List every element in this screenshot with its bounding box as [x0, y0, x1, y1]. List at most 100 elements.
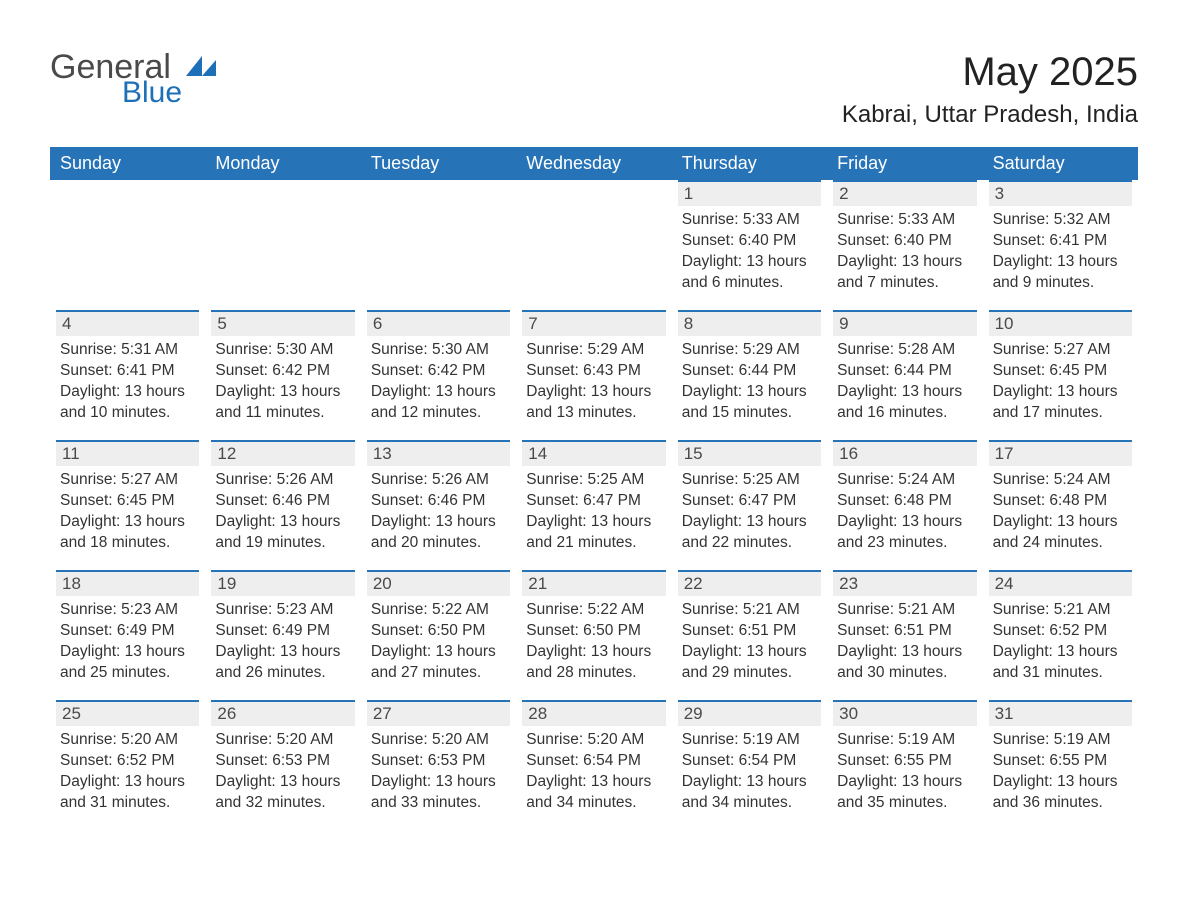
day-cell: 11Sunrise: 5:27 AMSunset: 6:45 PMDayligh…: [50, 440, 205, 558]
brand-word-2: Blue: [122, 78, 182, 108]
weekday-header: Saturday: [983, 147, 1138, 180]
daylight-text: and 21 minutes.: [526, 533, 661, 554]
daylight-text: Daylight: 13 hours: [993, 252, 1128, 273]
day-info: Sunrise: 5:19 AMSunset: 6:54 PMDaylight:…: [678, 726, 821, 814]
daylight-text: and 11 minutes.: [215, 403, 350, 424]
daylight-text: and 9 minutes.: [993, 273, 1128, 294]
day-number: 24: [989, 570, 1132, 596]
day-number: 7: [522, 310, 665, 336]
weekday-header: Monday: [205, 147, 360, 180]
day-info: Sunrise: 5:24 AMSunset: 6:48 PMDaylight:…: [833, 466, 976, 554]
sunrise-text: Sunrise: 5:21 AM: [837, 600, 972, 621]
day-number: 8: [678, 310, 821, 336]
sunrise-text: Sunrise: 5:28 AM: [837, 340, 972, 361]
sunset-text: Sunset: 6:51 PM: [837, 621, 972, 642]
day-info: Sunrise: 5:20 AMSunset: 6:53 PMDaylight:…: [211, 726, 354, 814]
day-cell: 17Sunrise: 5:24 AMSunset: 6:48 PMDayligh…: [983, 440, 1138, 558]
daylight-text: and 35 minutes.: [837, 793, 972, 814]
sunrise-text: Sunrise: 5:27 AM: [993, 340, 1128, 361]
sunset-text: Sunset: 6:47 PM: [526, 491, 661, 512]
daylight-text: and 19 minutes.: [215, 533, 350, 554]
day-cell: 16Sunrise: 5:24 AMSunset: 6:48 PMDayligh…: [827, 440, 982, 558]
day-number: 4: [56, 310, 199, 336]
top-row: General Blue May 2025 Kabrai, Uttar Prad…: [50, 50, 1138, 129]
day-info: Sunrise: 5:32 AMSunset: 6:41 PMDaylight:…: [989, 206, 1132, 294]
day-cell: 15Sunrise: 5:25 AMSunset: 6:47 PMDayligh…: [672, 440, 827, 558]
sunset-text: Sunset: 6:51 PM: [682, 621, 817, 642]
day-number: 12: [211, 440, 354, 466]
daylight-text: and 29 minutes.: [682, 663, 817, 684]
sunset-text: Sunset: 6:50 PM: [371, 621, 506, 642]
day-cell: 28Sunrise: 5:20 AMSunset: 6:54 PMDayligh…: [516, 700, 671, 818]
sunset-text: Sunset: 6:46 PM: [371, 491, 506, 512]
sunrise-text: Sunrise: 5:19 AM: [682, 730, 817, 751]
day-number: 15: [678, 440, 821, 466]
day-info: Sunrise: 5:25 AMSunset: 6:47 PMDaylight:…: [522, 466, 665, 554]
sunset-text: Sunset: 6:44 PM: [837, 361, 972, 382]
sunrise-text: Sunrise: 5:20 AM: [526, 730, 661, 751]
day-cell: 19Sunrise: 5:23 AMSunset: 6:49 PMDayligh…: [205, 570, 360, 688]
sunrise-text: Sunrise: 5:19 AM: [993, 730, 1128, 751]
day-number: 28: [522, 700, 665, 726]
day-cell: 26Sunrise: 5:20 AMSunset: 6:53 PMDayligh…: [205, 700, 360, 818]
day-info: Sunrise: 5:27 AMSunset: 6:45 PMDaylight:…: [56, 466, 199, 554]
daylight-text: and 6 minutes.: [682, 273, 817, 294]
daylight-text: and 32 minutes.: [215, 793, 350, 814]
sunrise-text: Sunrise: 5:33 AM: [682, 210, 817, 231]
day-info: Sunrise: 5:25 AMSunset: 6:47 PMDaylight:…: [678, 466, 821, 554]
day-cell: 13Sunrise: 5:26 AMSunset: 6:46 PMDayligh…: [361, 440, 516, 558]
day-cell: 3Sunrise: 5:32 AMSunset: 6:41 PMDaylight…: [983, 180, 1138, 298]
day-number: 14: [522, 440, 665, 466]
day-number: 10: [989, 310, 1132, 336]
daylight-text: Daylight: 13 hours: [371, 642, 506, 663]
day-number: 19: [211, 570, 354, 596]
daylight-text: and 20 minutes.: [371, 533, 506, 554]
day-number: 16: [833, 440, 976, 466]
day-cell: [205, 180, 360, 298]
weekday-header: Tuesday: [361, 147, 516, 180]
week-row: 18Sunrise: 5:23 AMSunset: 6:49 PMDayligh…: [50, 570, 1138, 688]
day-cell: 24Sunrise: 5:21 AMSunset: 6:52 PMDayligh…: [983, 570, 1138, 688]
day-number: 11: [56, 440, 199, 466]
day-cell: 27Sunrise: 5:20 AMSunset: 6:53 PMDayligh…: [361, 700, 516, 818]
sunset-text: Sunset: 6:44 PM: [682, 361, 817, 382]
day-number: 13: [367, 440, 510, 466]
weekday-header: Friday: [827, 147, 982, 180]
sunset-text: Sunset: 6:45 PM: [993, 361, 1128, 382]
daylight-text: and 25 minutes.: [60, 663, 195, 684]
daylight-text: and 18 minutes.: [60, 533, 195, 554]
daylight-text: and 30 minutes.: [837, 663, 972, 684]
daylight-text: Daylight: 13 hours: [215, 772, 350, 793]
day-number: 1: [678, 180, 821, 206]
daylight-text: Daylight: 13 hours: [837, 642, 972, 663]
sunrise-text: Sunrise: 5:20 AM: [371, 730, 506, 751]
day-number: 6: [367, 310, 510, 336]
day-number: 31: [989, 700, 1132, 726]
daylight-text: Daylight: 13 hours: [526, 642, 661, 663]
brand-logo: General Blue: [50, 50, 220, 108]
daylight-text: Daylight: 13 hours: [682, 642, 817, 663]
daylight-text: Daylight: 13 hours: [215, 642, 350, 663]
day-info: Sunrise: 5:24 AMSunset: 6:48 PMDaylight:…: [989, 466, 1132, 554]
week-row: 1Sunrise: 5:33 AMSunset: 6:40 PMDaylight…: [50, 180, 1138, 298]
daylight-text: Daylight: 13 hours: [60, 642, 195, 663]
day-cell: [361, 180, 516, 298]
sunrise-text: Sunrise: 5:20 AM: [215, 730, 350, 751]
day-cell: 6Sunrise: 5:30 AMSunset: 6:42 PMDaylight…: [361, 310, 516, 428]
sunset-text: Sunset: 6:41 PM: [993, 231, 1128, 252]
daylight-text: and 27 minutes.: [371, 663, 506, 684]
sunset-text: Sunset: 6:49 PM: [60, 621, 195, 642]
daylight-text: Daylight: 13 hours: [215, 512, 350, 533]
calendar-page: General Blue May 2025 Kabrai, Uttar Prad…: [0, 0, 1188, 918]
daylight-text: Daylight: 13 hours: [837, 512, 972, 533]
daylight-text: and 12 minutes.: [371, 403, 506, 424]
sunset-text: Sunset: 6:49 PM: [215, 621, 350, 642]
daylight-text: and 23 minutes.: [837, 533, 972, 554]
month-title: May 2025: [842, 50, 1138, 95]
sunset-text: Sunset: 6:55 PM: [993, 751, 1128, 772]
week-row: 25Sunrise: 5:20 AMSunset: 6:52 PMDayligh…: [50, 700, 1138, 818]
sunset-text: Sunset: 6:42 PM: [215, 361, 350, 382]
sunrise-text: Sunrise: 5:21 AM: [993, 600, 1128, 621]
day-cell: 12Sunrise: 5:26 AMSunset: 6:46 PMDayligh…: [205, 440, 360, 558]
day-cell: 5Sunrise: 5:30 AMSunset: 6:42 PMDaylight…: [205, 310, 360, 428]
